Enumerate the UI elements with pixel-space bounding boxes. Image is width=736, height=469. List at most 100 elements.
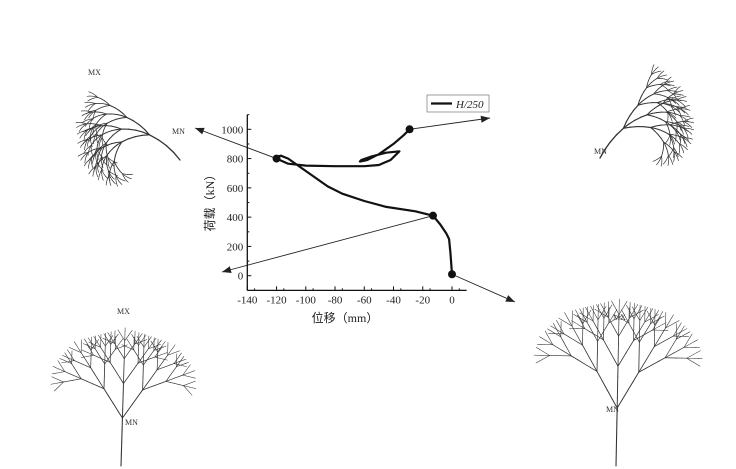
tree-branch — [642, 102, 648, 105]
tree-branch — [656, 162, 659, 166]
tree-branch — [678, 110, 681, 114]
tree-branch — [548, 337, 552, 342]
tree-label-mn: MN — [606, 405, 619, 414]
tree-branch — [88, 138, 92, 142]
tree-branch — [683, 121, 687, 124]
tree-branch — [92, 102, 96, 104]
tree-branch — [103, 388, 110, 397]
tree-branch — [671, 135, 676, 139]
tree-branch — [82, 363, 87, 367]
tree-branch — [88, 115, 91, 119]
tree-branch — [172, 151, 181, 161]
tree-branch — [685, 147, 688, 151]
tree-branch — [646, 80, 649, 85]
tree-branch — [654, 124, 661, 127]
tree-branch — [87, 352, 92, 355]
tree-branch — [607, 316, 612, 323]
tree-branch — [566, 352, 572, 357]
tree-branch — [86, 365, 92, 369]
tree-branch — [652, 70, 655, 73]
tree-branch — [89, 113, 93, 116]
tree-branch — [88, 162, 90, 166]
tree-branch — [614, 307, 618, 312]
tree-bottom-left — [50, 327, 197, 467]
tree-branch — [102, 337, 107, 340]
tree-branch — [128, 128, 137, 131]
tree-branch — [109, 362, 114, 369]
tree-branch — [652, 316, 655, 321]
tree-branch — [149, 374, 154, 381]
tree-branch — [669, 109, 674, 112]
tree-branch — [169, 382, 175, 384]
tree-branch — [575, 309, 578, 314]
tree-branch — [662, 148, 664, 154]
tree-branch — [105, 138, 110, 144]
tree-branch — [682, 137, 685, 141]
tree-branch — [138, 357, 142, 362]
tree-branch — [88, 346, 91, 351]
tree-branch — [89, 169, 93, 172]
tree-branch — [608, 319, 612, 324]
tree-branch — [637, 103, 644, 106]
tree-branch — [664, 131, 670, 135]
tree-branch — [88, 129, 91, 133]
tree-branch — [56, 382, 61, 384]
tree-branch — [656, 317, 660, 322]
tree-branch — [83, 150, 86, 154]
tree-branch — [143, 334, 147, 338]
tree-branch — [118, 341, 122, 345]
tree-branch — [87, 113, 91, 116]
tree-branch — [655, 326, 660, 329]
tree-branch — [135, 353, 139, 358]
tree-branch — [192, 387, 197, 389]
tree-branch — [667, 95, 671, 99]
tree-branch — [557, 329, 561, 333]
tree-branch — [91, 125, 95, 129]
tree-branch — [680, 96, 684, 99]
tree-branch — [615, 316, 620, 320]
tree-branch — [90, 110, 94, 112]
tree-branch — [72, 379, 78, 381]
tree-branch — [597, 316, 601, 321]
tree-branch — [621, 352, 627, 361]
tree-branch — [546, 334, 550, 339]
tree-branch — [110, 171, 113, 175]
tree-branch — [112, 349, 116, 354]
tree-branch — [570, 355, 579, 361]
tree-branch — [157, 354, 162, 357]
tree-branch — [652, 84, 658, 86]
tree-branch — [98, 334, 101, 339]
tree-branch — [53, 382, 58, 384]
tree-branch — [98, 174, 100, 178]
tree-branch — [159, 362, 163, 367]
tree-branch — [536, 347, 540, 350]
tree-branch — [592, 364, 598, 372]
tree-branch — [183, 385, 186, 389]
tree-branch — [90, 354, 95, 357]
tree-branch — [100, 383, 105, 390]
tree-branch — [111, 164, 115, 167]
tree-branch — [579, 308, 582, 313]
tree-branch — [561, 349, 567, 354]
x-tick-label: 0 — [449, 294, 455, 306]
tree-branch — [98, 150, 101, 155]
tree-branch — [677, 95, 681, 97]
tree-branch — [104, 141, 107, 145]
tree-label-mn: MN — [594, 147, 607, 156]
tree-branch — [165, 377, 169, 382]
tree-branch — [696, 350, 701, 353]
tree-branch — [86, 121, 89, 125]
tree-branch — [102, 159, 105, 163]
tree-branch — [105, 339, 110, 342]
tree-branch — [126, 372, 132, 379]
tree-branch — [95, 115, 100, 118]
tree-branch — [150, 356, 156, 359]
tree-branch — [129, 347, 133, 352]
tree-branch — [67, 357, 71, 362]
tree-branch — [589, 313, 592, 318]
tree-branch — [599, 149, 606, 159]
tree-branch — [656, 336, 661, 343]
tree-branch — [58, 368, 63, 371]
tree-branch — [103, 100, 108, 104]
tree-branch — [97, 169, 100, 173]
